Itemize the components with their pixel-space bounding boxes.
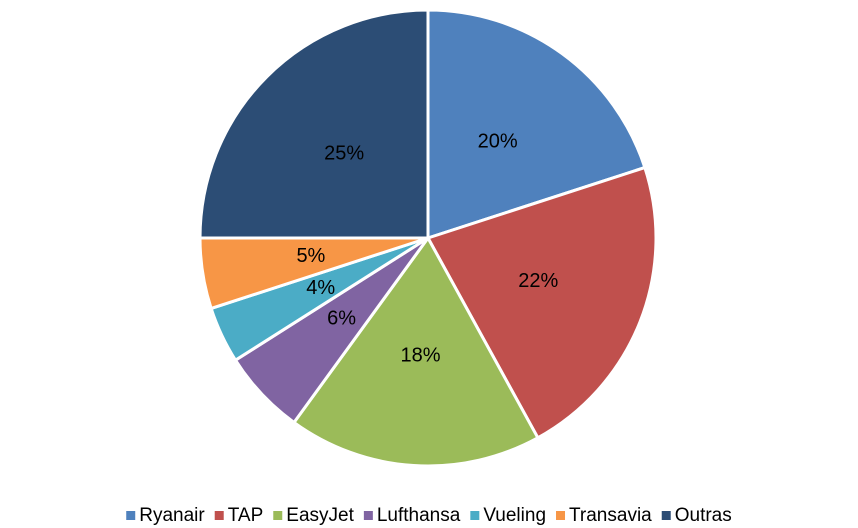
- data-label: 6%: [327, 307, 356, 329]
- legend-label: EasyJet: [286, 505, 354, 526]
- data-label: 20%: [478, 130, 518, 152]
- legend-label: Vueling: [483, 505, 546, 526]
- legend-marker: [126, 511, 136, 520]
- data-label: 4%: [306, 277, 335, 299]
- data-label: 22%: [518, 270, 558, 292]
- pie-slice: [198, 8, 430, 240]
- pie-slice: [425, 165, 658, 440]
- legend-marker: [363, 511, 373, 520]
- legend-marker: [273, 511, 283, 520]
- legend-label: Lufthansa: [377, 505, 461, 526]
- legend-marker: [556, 511, 566, 520]
- legend-label: Outras: [675, 505, 732, 526]
- pie-slice: [426, 8, 647, 241]
- pie-slice: [291, 235, 540, 468]
- legend: Ryanair TAP EasyJet Lufthansa Vueling Transav…: [126, 505, 732, 526]
- legend-marker: [661, 511, 671, 520]
- legend-marker: [214, 511, 224, 520]
- pie: 20% 22% 18% 6% 4% 5% 25%: [198, 8, 658, 468]
- data-label: 25%: [324, 142, 364, 164]
- legend-label: Ryanair: [139, 505, 205, 526]
- data-label: 18%: [401, 345, 441, 367]
- legend-marker: [470, 511, 480, 520]
- legend-label: TAP: [228, 505, 264, 526]
- legend-label: Transavia: [569, 505, 652, 526]
- data-label: 5%: [296, 245, 325, 267]
